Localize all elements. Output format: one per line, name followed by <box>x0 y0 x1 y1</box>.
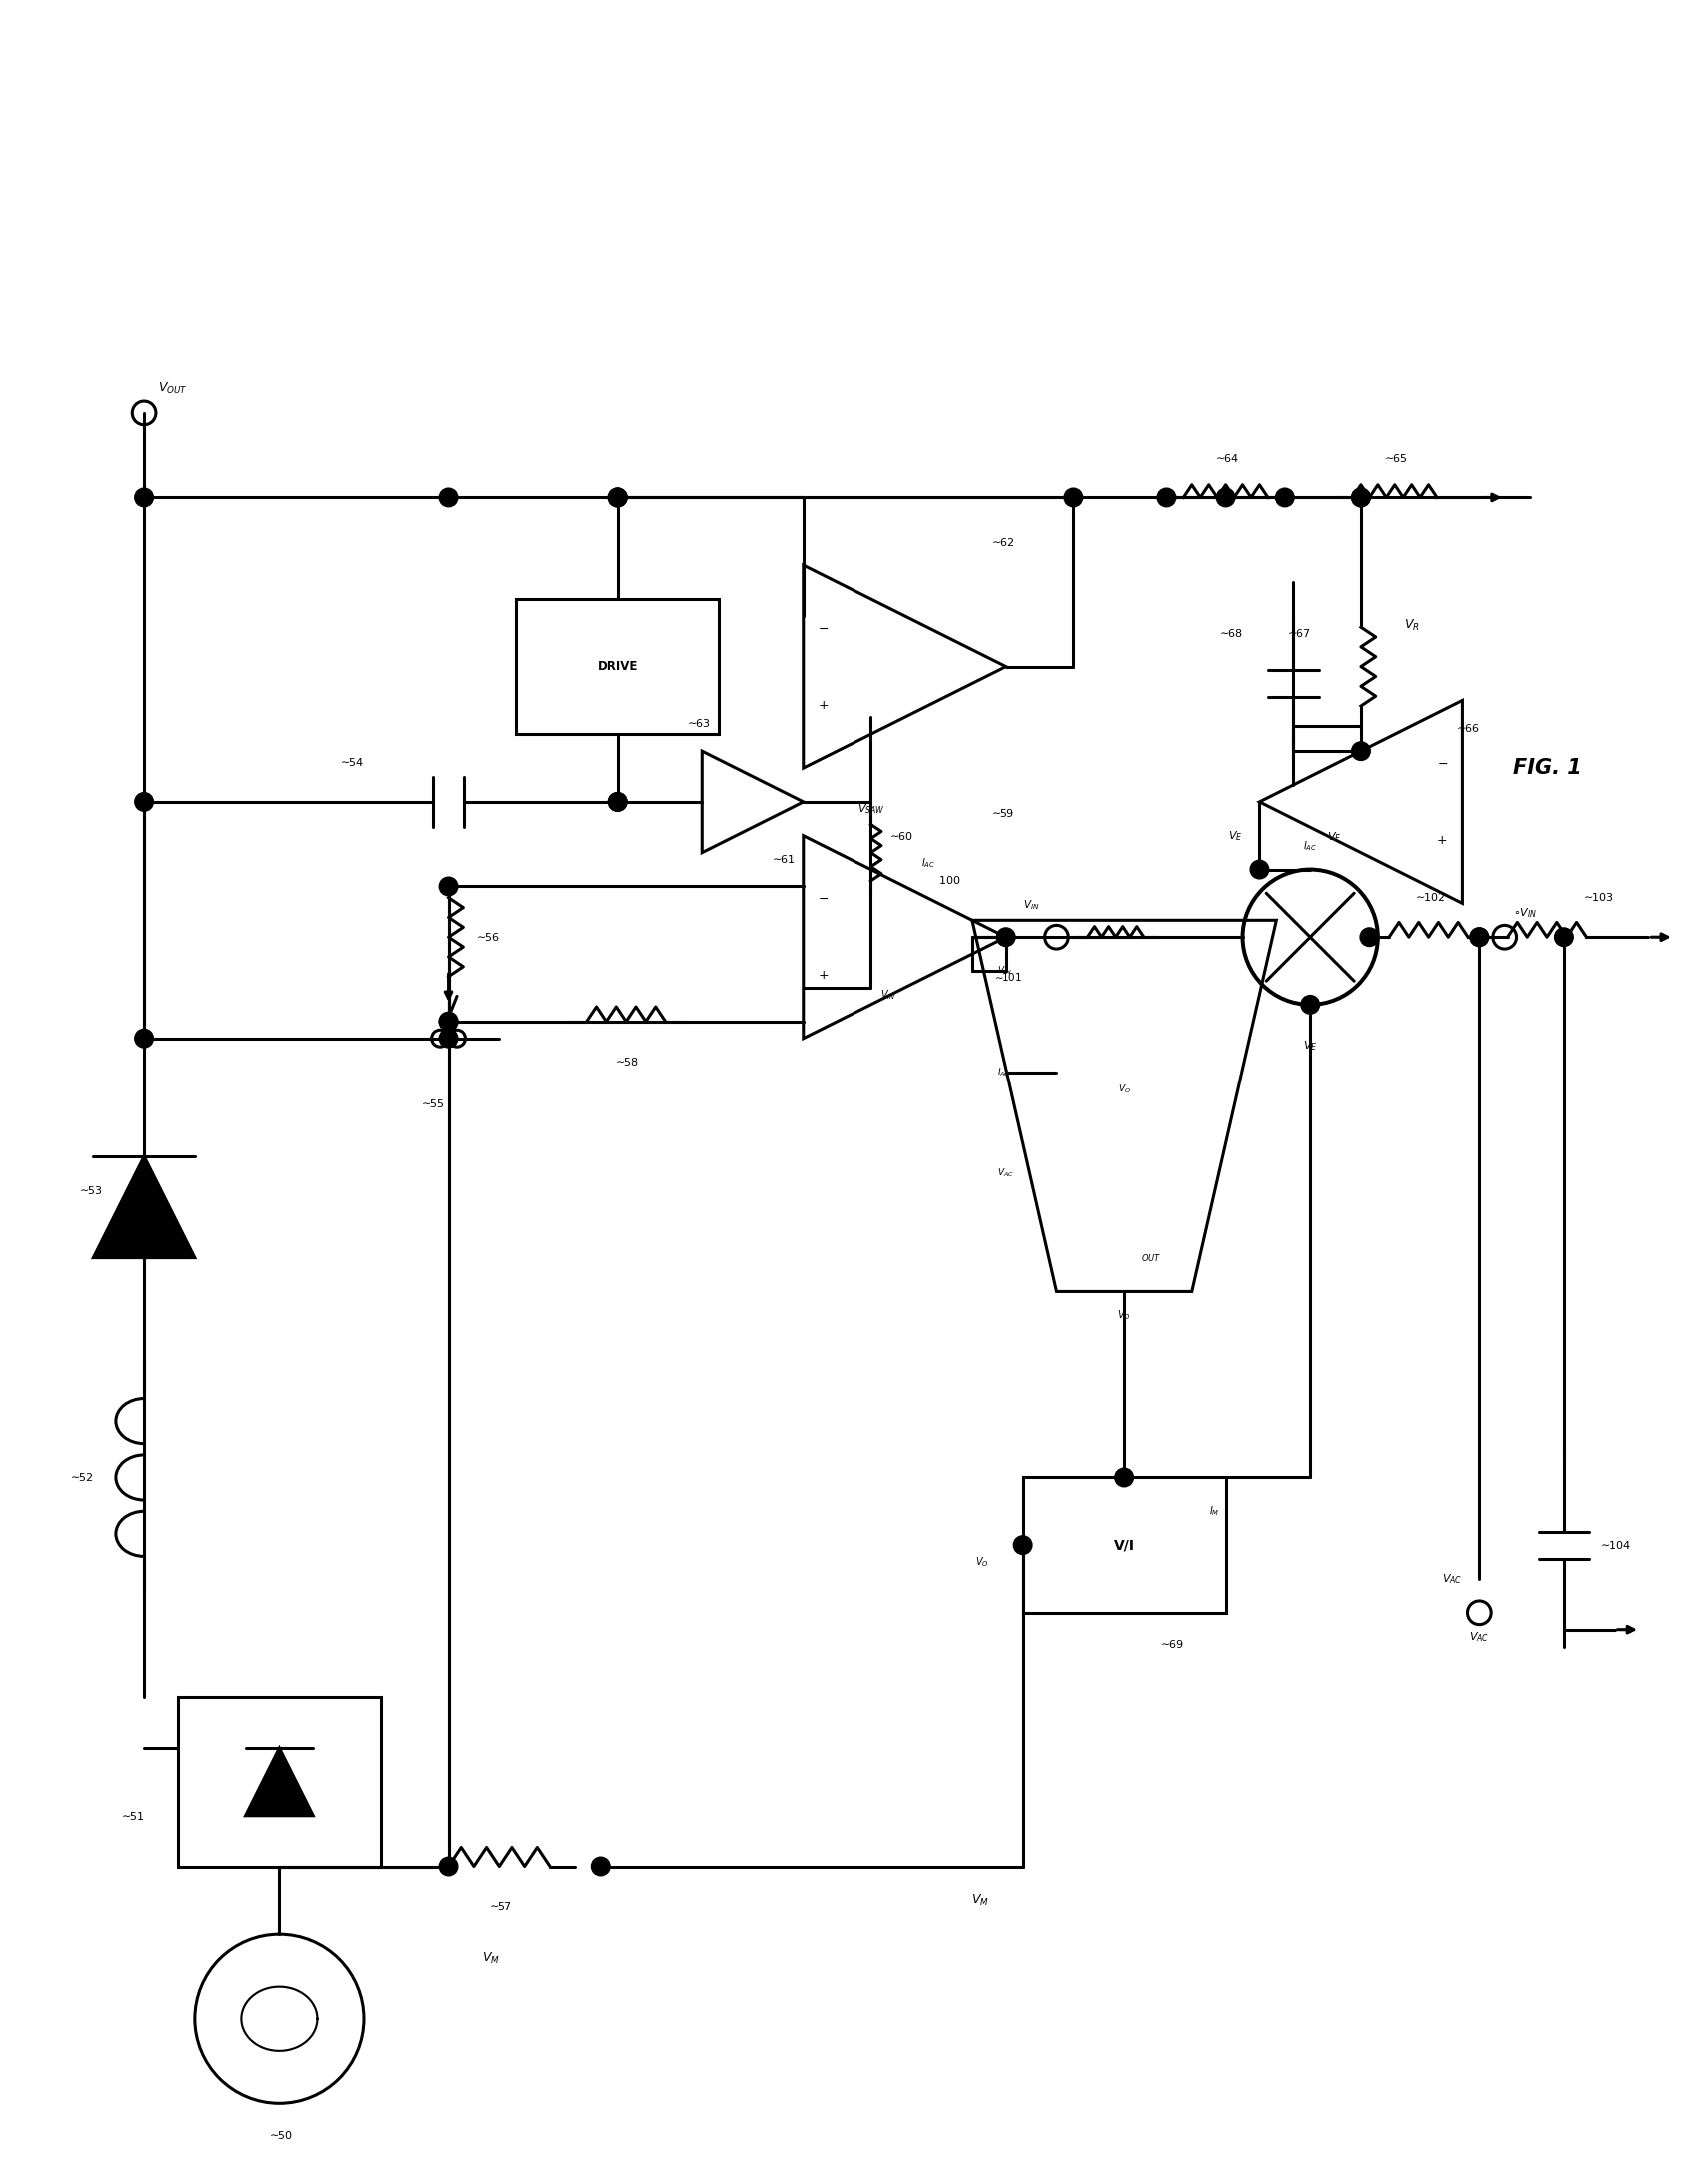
Circle shape <box>439 1029 458 1048</box>
Text: $V_E$: $V_E$ <box>1303 1037 1317 1052</box>
Circle shape <box>439 1011 458 1031</box>
Circle shape <box>1471 927 1489 947</box>
Text: $\sim\!\!102$: $\sim\!\!102$ <box>1413 890 1445 903</box>
Text: $-$: $-$ <box>818 620 828 633</box>
Circle shape <box>439 877 458 895</box>
Text: $V_O$: $V_O$ <box>1117 1310 1131 1323</box>
Text: $\sim\!\!56$: $\sim\!\!56$ <box>473 931 499 942</box>
Circle shape <box>1115 1469 1134 1487</box>
Text: $\sim\!\!69$: $\sim\!\!69$ <box>1158 1638 1184 1651</box>
Text: $V_{IN}$: $V_{IN}$ <box>1023 897 1040 912</box>
Circle shape <box>1276 488 1295 506</box>
Text: $+$: $+$ <box>818 968 828 981</box>
Circle shape <box>439 1856 458 1876</box>
Text: DRIVE: DRIVE <box>598 659 637 672</box>
Circle shape <box>1351 741 1370 761</box>
Circle shape <box>608 488 627 506</box>
Circle shape <box>1554 927 1573 947</box>
Text: $V_R$: $V_R$ <box>1404 618 1419 633</box>
Text: $\circ V_{IN}$: $\circ V_{IN}$ <box>1513 905 1537 921</box>
Text: $V_M$: $V_M$ <box>482 1951 500 1967</box>
Text: $V_{AC}$: $V_{AC}$ <box>1469 1629 1489 1645</box>
Text: $V_{SAW}$: $V_{SAW}$ <box>857 802 885 815</box>
Circle shape <box>1471 927 1489 947</box>
Circle shape <box>1360 927 1378 947</box>
Bar <box>1023 1478 1226 1612</box>
Text: $\sim\!\!53$: $\sim\!\!53$ <box>77 1184 102 1197</box>
Text: $\sim\!\!58$: $\sim\!\!58$ <box>613 1055 639 1068</box>
Text: $V_O$: $V_O$ <box>1119 1083 1131 1096</box>
Text: FIG. 1: FIG. 1 <box>1513 759 1582 778</box>
Text: V/I: V/I <box>1114 1539 1134 1552</box>
Polygon shape <box>94 1156 195 1258</box>
Text: $\sim\!\!50$: $\sim\!\!50$ <box>266 2129 292 2142</box>
Text: $\sim\!\!55$: $\sim\!\!55$ <box>418 1098 444 1109</box>
Text: $\sim\!\!66$: $\sim\!\!66$ <box>1454 722 1479 735</box>
Text: $\sim\!\!52$: $\sim\!\!52$ <box>68 1472 94 1485</box>
Text: $V_O$: $V_O$ <box>975 1556 989 1569</box>
Text: $V_{IN}$: $V_{IN}$ <box>880 988 895 1001</box>
Text: $100$: $100$ <box>938 873 962 886</box>
Circle shape <box>591 1856 610 1876</box>
Text: $\sim\!\!63$: $\sim\!\!63$ <box>685 717 711 728</box>
Text: $\sim\!\!67$: $\sim\!\!67$ <box>1284 627 1310 637</box>
Text: $\sim\!\!62$: $\sim\!\!62$ <box>989 536 1015 549</box>
Circle shape <box>439 1011 458 1031</box>
Circle shape <box>608 488 627 506</box>
Text: $\sim\!\!103$: $\sim\!\!103$ <box>1582 890 1612 903</box>
Text: $\sim\!\!64$: $\sim\!\!64$ <box>1213 452 1238 462</box>
Text: $\sim\!\!51$: $\sim\!\!51$ <box>120 1811 143 1822</box>
Text: $+$: $+$ <box>1436 834 1448 847</box>
Text: $-$: $-$ <box>818 892 828 905</box>
Text: $OUT$: $OUT$ <box>1141 1253 1161 1264</box>
Text: $V_{AC}$: $V_{AC}$ <box>1442 1573 1462 1586</box>
Text: $\sim\!\!104$: $\sim\!\!104$ <box>1597 1539 1631 1552</box>
Circle shape <box>997 927 1016 947</box>
Text: $V_M$: $V_M$ <box>972 1893 989 1908</box>
Text: $\sim\!\!60$: $\sim\!\!60$ <box>888 830 914 841</box>
Circle shape <box>135 488 154 506</box>
Text: $\sim\!\!59$: $\sim\!\!59$ <box>989 806 1015 819</box>
Text: $\sim\!\!54$: $\sim\!\!54$ <box>338 756 364 767</box>
Circle shape <box>439 488 458 506</box>
Text: $V_{AC}$: $V_{AC}$ <box>997 1167 1015 1180</box>
Text: $I_{AC}$: $I_{AC}$ <box>997 1065 1011 1078</box>
Text: $I_{AC}$: $I_{AC}$ <box>922 856 936 869</box>
Circle shape <box>1351 488 1370 506</box>
Circle shape <box>1158 488 1177 506</box>
Text: $V_E$: $V_E$ <box>1327 830 1342 843</box>
Circle shape <box>1351 488 1370 506</box>
Circle shape <box>608 488 627 506</box>
Circle shape <box>1250 860 1269 880</box>
Text: $I_{AC}$: $I_{AC}$ <box>1303 838 1317 851</box>
Circle shape <box>608 793 627 810</box>
Circle shape <box>135 1029 154 1048</box>
Text: $\sim\!\!68$: $\sim\!\!68$ <box>1218 627 1243 637</box>
Text: $V_{OUT}$: $V_{OUT}$ <box>157 380 188 395</box>
Circle shape <box>1301 994 1320 1014</box>
Bar <box>178 1699 381 1867</box>
Circle shape <box>1015 1536 1032 1554</box>
Text: $\sim\!\!65$: $\sim\!\!65$ <box>1382 452 1407 462</box>
Circle shape <box>1216 488 1235 506</box>
Circle shape <box>135 793 154 810</box>
Bar <box>516 599 719 735</box>
Text: $V_E$: $V_E$ <box>1228 828 1243 843</box>
Polygon shape <box>246 1748 313 1815</box>
Text: $I_M$: $I_M$ <box>1209 1504 1220 1519</box>
Text: $-$: $-$ <box>1436 756 1448 769</box>
Text: $+$: $+$ <box>818 698 828 711</box>
Circle shape <box>1064 488 1083 506</box>
Text: $\sim\!\!61$: $\sim\!\!61$ <box>770 851 794 864</box>
Circle shape <box>608 793 627 810</box>
Text: $\sim\!\!57$: $\sim\!\!57$ <box>487 1900 511 1912</box>
Text: $\sim\!\!101$: $\sim\!\!101$ <box>992 970 1023 983</box>
Text: $V_{IN}$: $V_{IN}$ <box>997 964 1013 977</box>
